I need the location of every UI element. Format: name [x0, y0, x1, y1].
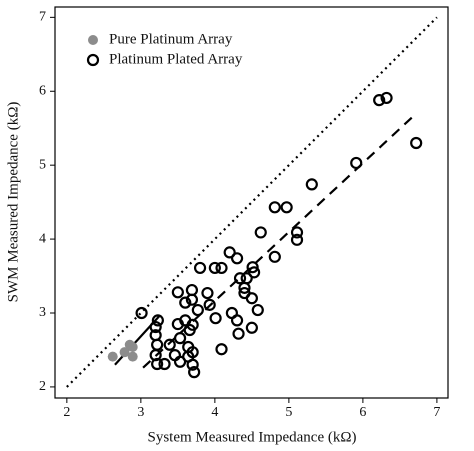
plot-frame	[54, 6, 449, 399]
data-point	[380, 91, 393, 105]
data-point	[185, 283, 199, 297]
data-point	[305, 178, 318, 191]
data-point	[251, 303, 264, 317]
data-point	[230, 252, 244, 265]
data-point	[151, 314, 164, 327]
data-point	[247, 266, 261, 279]
y-tick-label: 3	[39, 305, 46, 320]
data-point	[373, 94, 386, 107]
x-tick-label: 6	[359, 405, 366, 420]
data-point	[171, 286, 184, 299]
data-point	[246, 261, 259, 274]
data-point	[107, 351, 118, 362]
data-point	[151, 357, 164, 371]
data-point	[268, 250, 281, 263]
data-point	[158, 357, 171, 371]
y-tick-label: 6	[39, 83, 46, 98]
data-point	[149, 320, 162, 334]
y-tick-label: 4	[39, 231, 46, 246]
data-point	[268, 201, 281, 214]
data-point	[280, 201, 293, 214]
y-axis-label: SWM Measured Impedance (kΩ)	[5, 102, 21, 303]
data-point	[191, 303, 204, 317]
x-tick-label: 5	[285, 405, 292, 420]
x-tick-label: 7	[433, 405, 440, 420]
data-point	[209, 312, 222, 325]
data-point	[203, 298, 216, 311]
data-point	[245, 292, 258, 305]
legend-marker	[88, 35, 98, 45]
data-point	[232, 327, 245, 340]
data-point	[127, 351, 138, 362]
data-point	[188, 366, 201, 379]
data-point	[215, 343, 228, 356]
data-point	[135, 306, 148, 320]
fit-line	[142, 114, 416, 369]
data-point	[173, 332, 187, 345]
x-tick-label: 2	[63, 405, 70, 420]
legend-marker	[86, 53, 100, 67]
data-point	[186, 358, 199, 371]
data-point	[186, 346, 199, 359]
y-tick-label: 2	[39, 379, 46, 394]
data-point	[179, 296, 192, 309]
data-point	[208, 261, 221, 275]
data-point	[233, 272, 247, 285]
fit-line	[66, 16, 438, 388]
legend-label: Platinum Plated Array	[109, 51, 243, 67]
data-point	[245, 321, 258, 334]
data-point	[124, 339, 135, 350]
data-point	[119, 347, 130, 358]
data-point	[290, 226, 304, 239]
data-point	[163, 338, 176, 351]
x-tick-label: 4	[211, 405, 218, 420]
x-tick-label: 3	[137, 405, 144, 420]
data-point	[254, 226, 267, 239]
data-point	[193, 261, 207, 275]
y-tick-label: 5	[39, 157, 46, 172]
data-point	[350, 156, 363, 170]
data-point	[186, 318, 199, 331]
legend-label: Pure Platinum Array	[109, 31, 233, 47]
data-point	[410, 136, 423, 150]
data-point	[151, 338, 164, 351]
x-axis-label: System Measured Impedance (kΩ)	[148, 429, 357, 445]
data-point	[185, 293, 199, 306]
y-tick-label: 7	[39, 10, 46, 25]
data-point	[215, 261, 228, 275]
data-point	[290, 233, 304, 246]
data-point	[223, 246, 236, 259]
data-point	[240, 272, 253, 285]
data-point	[201, 286, 214, 300]
data-point	[230, 314, 244, 327]
